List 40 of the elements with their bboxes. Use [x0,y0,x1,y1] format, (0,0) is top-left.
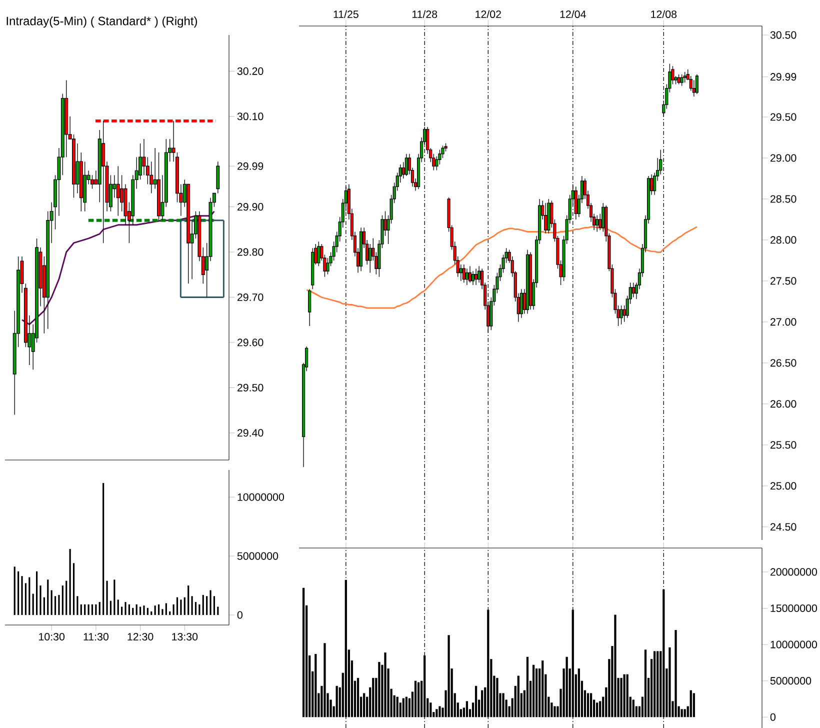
y-tick-label: 27.00 [770,318,796,326]
y-tick-label: 5000000 [237,552,278,560]
y-tick-label: 29.00 [770,154,796,162]
y-tick-label: 29.50 [238,384,264,392]
y-tick-label: 30.20 [237,67,264,75]
chart-title: Intraday(5-Min) ( Standard* ) (Right) [6,16,198,28]
y-tick-label: 28.00 [770,236,796,244]
y-tick-label: 30.50 [770,31,796,39]
y-tick-label: 29.40 [238,429,264,437]
x-tick-label: 12/02 [476,10,501,18]
y-tick-label: 15000000 [770,604,818,612]
y-tick-label: 5000000 [770,677,812,685]
y-tick-label: 10000000 [238,493,284,501]
x-tick-label: 12/04 [560,10,586,18]
x-tick-label: 12/08 [651,10,677,18]
y-tick-label: 30.10 [237,112,264,120]
y-tick-label: 29.99 [238,162,264,170]
x-tick-label: 11/28 [412,10,438,18]
y-tick-label: 25.50 [770,441,796,449]
x-tick-label: 12:30 [128,632,154,641]
x-tick-label: 10:30 [39,632,65,641]
y-tick-label: 29.70 [238,293,264,302]
y-tick-label: 26.50 [770,359,796,367]
y-tick-label: 20000000 [770,568,818,576]
y-tick-label: 29.60 [238,338,264,346]
y-tick-label: 28.50 [770,195,796,203]
y-tick-label: 10000000 [770,640,818,648]
y-tick-label: 29.90 [238,203,264,211]
y-tick-label: 0 [237,611,242,619]
x-tick-label: 11:30 [84,632,108,641]
y-tick-label: 0 [770,713,776,721]
y-tick-label: 27.50 [770,277,796,285]
y-tick-label: 24.50 [770,523,796,531]
y-tick-label: 25.00 [770,482,796,490]
x-tick-label: 11/25 [334,10,358,18]
y-tick-label: 29.50 [770,113,796,121]
y-tick-label: 29.80 [238,248,264,256]
y-tick-label: 29.99 [770,73,796,81]
y-tick-label: 26.00 [770,400,796,408]
x-tick-label: 13:30 [172,632,198,641]
